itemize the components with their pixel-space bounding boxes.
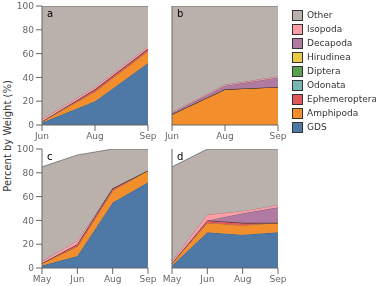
html-text:Diptera: Diptera xyxy=(307,66,341,76)
svg-text:100: 100 xyxy=(17,144,34,154)
svg-text:Sep: Sep xyxy=(270,274,287,284)
svg-text:40: 40 xyxy=(23,73,35,83)
svg-text:May: May xyxy=(163,274,182,284)
html-text:GDS: GDS xyxy=(307,122,327,132)
html-text:Ephemeroptera: Ephemeroptera xyxy=(307,94,376,104)
svg-text:20: 20 xyxy=(23,96,35,106)
html-text:Other: Other xyxy=(307,10,333,20)
svg-text:Aug: Aug xyxy=(104,274,122,284)
svg-text:100: 100 xyxy=(17,1,34,11)
svg-text:0: 0 xyxy=(28,263,34,273)
html-text:b: b xyxy=(177,8,184,19)
svg-text:40: 40 xyxy=(23,216,35,226)
html-text:Amphipoda: Amphipoda xyxy=(307,108,359,118)
svg-text:Percent by Weight (%): Percent by Weight (%) xyxy=(8,80,13,192)
svg-text:80: 80 xyxy=(23,168,35,178)
svg-text:Sep: Sep xyxy=(140,274,157,284)
html-text:d: d xyxy=(177,151,184,162)
svg-text:20: 20 xyxy=(23,239,35,249)
svg-text:Jun: Jun xyxy=(69,274,84,284)
svg-text:Sep: Sep xyxy=(140,131,157,141)
html-text:Hirudinea: Hirudinea xyxy=(307,52,351,62)
html-text:a: a xyxy=(47,8,54,19)
svg-text:Aug: Aug xyxy=(216,131,234,141)
html-text:Decapoda: Decapoda xyxy=(307,38,353,48)
svg-text:Aug: Aug xyxy=(234,274,252,284)
svg-text:Jun: Jun xyxy=(164,131,179,141)
svg-text:Aug: Aug xyxy=(86,131,104,141)
html-text:Isopoda: Isopoda xyxy=(307,24,343,34)
svg-text:Jun: Jun xyxy=(199,274,214,284)
svg-text:80: 80 xyxy=(23,25,35,35)
html-text:Odonata: Odonata xyxy=(307,80,346,90)
svg-text:Jun: Jun xyxy=(34,131,49,141)
svg-text:0: 0 xyxy=(28,120,34,130)
svg-text:May: May xyxy=(33,274,52,284)
html-text:c: c xyxy=(47,151,53,162)
svg-text:Sep: Sep xyxy=(270,131,287,141)
svg-text:60: 60 xyxy=(23,49,35,59)
svg-text:60: 60 xyxy=(23,192,35,202)
